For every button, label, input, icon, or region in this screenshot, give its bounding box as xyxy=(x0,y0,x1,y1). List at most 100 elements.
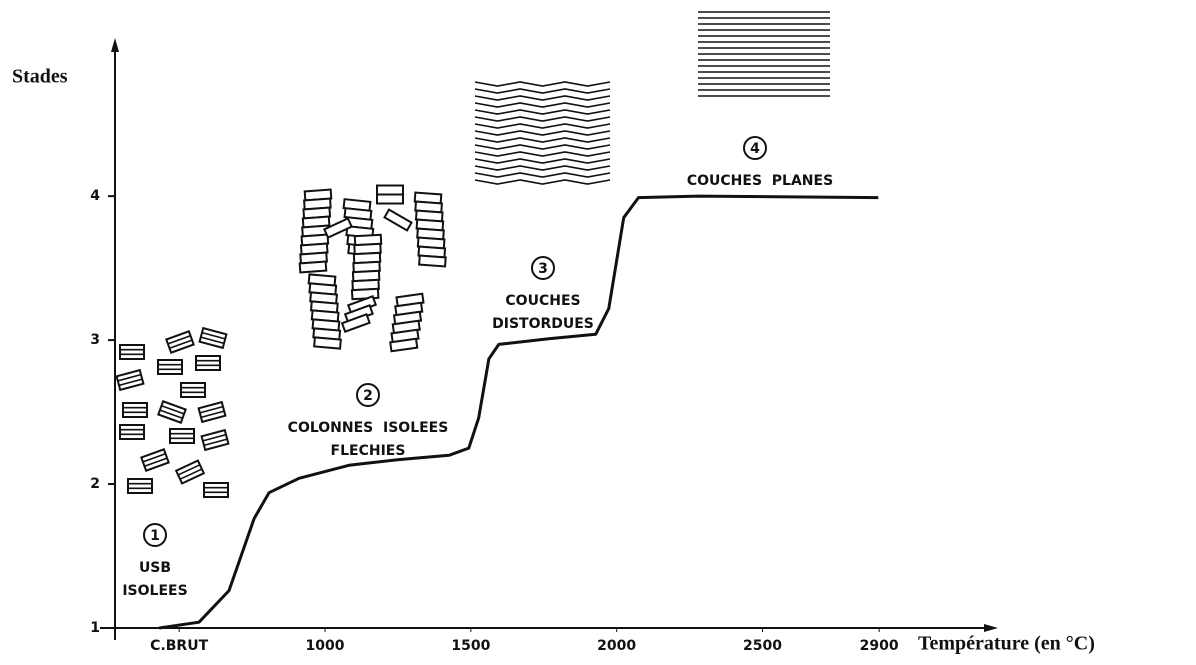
stage-label: ISOLEES xyxy=(122,583,187,599)
stage-label: USB xyxy=(139,560,171,576)
brick-outline xyxy=(180,382,206,398)
brick-outline xyxy=(122,402,148,418)
wavy-layer xyxy=(474,95,611,101)
y-axis-label: Stades xyxy=(12,66,68,88)
brick xyxy=(180,382,206,398)
brick-outline xyxy=(127,478,153,494)
x-tick-label: 2500 xyxy=(743,638,782,654)
brick-outline xyxy=(383,208,413,232)
x-tick-label: 1500 xyxy=(451,638,490,654)
y-tick-label: 4 xyxy=(90,188,100,204)
brick xyxy=(174,459,206,485)
stage-circle xyxy=(143,523,167,547)
brick-outline xyxy=(389,337,419,353)
brick-outline xyxy=(174,459,206,485)
brick-outline xyxy=(119,424,145,440)
brick xyxy=(389,337,419,353)
stage-label: DISTORDUES xyxy=(492,316,594,332)
stage-circle xyxy=(743,136,767,160)
brick xyxy=(418,254,447,268)
y-tick-label: 3 xyxy=(90,332,100,348)
wavy-layer xyxy=(474,158,611,164)
wavy-layer xyxy=(474,172,611,178)
brick-layer xyxy=(200,336,225,345)
brick-layer xyxy=(200,410,225,419)
stage-label: FLECHIES xyxy=(331,443,406,459)
brick-layer xyxy=(199,405,224,414)
brick-layer xyxy=(177,464,201,476)
brick xyxy=(376,184,404,196)
brick xyxy=(298,260,328,274)
wavy-layer xyxy=(474,151,611,157)
wavy-layer xyxy=(474,123,611,129)
x-axis-label: Température (en °C) xyxy=(918,633,1095,655)
brick-outline xyxy=(157,400,187,424)
brick-outline xyxy=(203,482,229,498)
brick xyxy=(322,217,354,239)
brick-outline xyxy=(322,217,354,239)
brick-outline xyxy=(376,184,404,196)
brick-layer xyxy=(159,409,183,420)
brick xyxy=(157,400,187,424)
brick xyxy=(350,287,380,301)
x-tick-label: C.BRUT xyxy=(150,638,208,654)
brick-layer xyxy=(167,334,191,345)
brick xyxy=(200,428,230,452)
brick-layer xyxy=(161,404,185,415)
x-tick-label: 2900 xyxy=(860,638,899,654)
brick xyxy=(119,344,145,360)
brick-outline xyxy=(140,448,170,472)
brick-outline xyxy=(169,428,195,444)
wavy-layer xyxy=(474,88,611,94)
brick xyxy=(169,428,195,444)
brick xyxy=(115,368,145,392)
brick xyxy=(198,326,228,350)
brick-layer xyxy=(201,331,226,340)
brick-outline xyxy=(119,344,145,360)
brick-outline xyxy=(195,355,221,371)
brick-outline xyxy=(350,287,380,301)
stage-number: 3 xyxy=(538,261,548,277)
structure-drawings xyxy=(115,11,830,498)
brick xyxy=(165,330,195,354)
brick xyxy=(195,355,221,371)
stage-label: COUCHES xyxy=(505,293,580,309)
wavy-layer xyxy=(474,130,611,136)
stage-circle xyxy=(531,256,555,280)
brick-layer xyxy=(142,452,166,463)
brick-layer xyxy=(117,373,142,382)
y-arrow xyxy=(111,38,119,52)
brick xyxy=(340,313,371,333)
brick xyxy=(383,208,413,232)
wavy-layer xyxy=(474,81,611,87)
wavy-layer xyxy=(474,137,611,143)
brick xyxy=(376,193,404,205)
curve xyxy=(159,194,879,630)
wavy-layer xyxy=(474,116,611,122)
y-tick-label: 2 xyxy=(90,476,100,492)
brick-outline xyxy=(313,336,342,350)
brick xyxy=(140,448,170,472)
wavy-layer xyxy=(474,109,611,115)
brick-outline xyxy=(340,313,371,333)
brick xyxy=(127,478,153,494)
x-arrow xyxy=(984,624,998,632)
brick-outline xyxy=(376,193,404,205)
y-tick-label: 1 xyxy=(90,620,100,636)
stage-circle xyxy=(356,383,380,407)
brick xyxy=(157,359,183,375)
stage-number: 2 xyxy=(363,388,373,404)
brick-layer xyxy=(179,468,203,480)
stage-number: 4 xyxy=(750,141,760,157)
stage-number: 1 xyxy=(150,528,160,544)
brick-layer xyxy=(118,378,143,387)
brick-outline xyxy=(157,359,183,375)
brick xyxy=(313,336,342,350)
brick-layer xyxy=(202,433,227,442)
wavy-layer xyxy=(474,102,611,108)
brick xyxy=(119,424,145,440)
x-tick-label: 2000 xyxy=(597,638,636,654)
x-tick-label: 1000 xyxy=(306,638,345,654)
wavy-layer xyxy=(474,165,611,171)
